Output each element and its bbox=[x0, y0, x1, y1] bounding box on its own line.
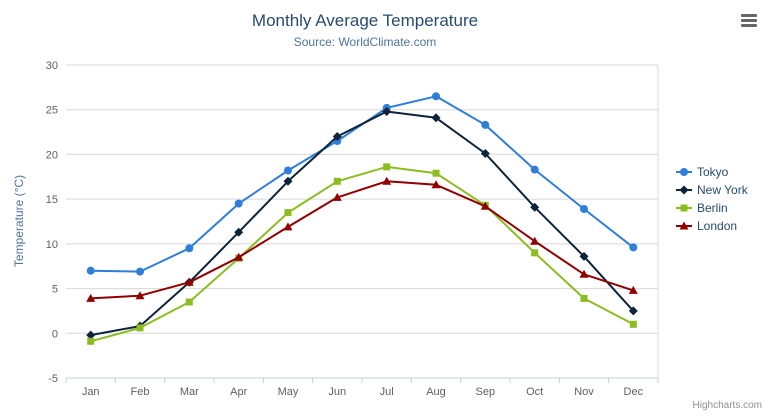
x-axis-tick-label: Nov bbox=[574, 386, 594, 398]
y-axis-tick-label: 0 bbox=[52, 328, 58, 340]
series-point-berlin bbox=[87, 337, 95, 345]
series-point-new-york bbox=[234, 227, 244, 237]
export-menu-icon[interactable] bbox=[741, 14, 757, 27]
burger-bar bbox=[741, 19, 757, 22]
series-point-london bbox=[234, 252, 244, 261]
credits-link[interactable]: Highcharts.com bbox=[692, 400, 762, 411]
y-axis-title: Temperature (°C) bbox=[12, 174, 26, 268]
x-axis-tick-label: Oct bbox=[526, 386, 543, 398]
series-point-tokyo bbox=[580, 205, 588, 213]
series-point-berlin bbox=[531, 249, 539, 257]
series-point-new-york bbox=[480, 149, 490, 158]
y-axis-tick-label: 10 bbox=[46, 239, 58, 251]
y-axis-tick-label: 15 bbox=[46, 194, 58, 206]
x-axis-tick-label: Jan bbox=[82, 386, 100, 398]
series-point-berlin bbox=[284, 209, 292, 217]
legend-item-tokyo[interactable]: Tokyo bbox=[676, 164, 748, 180]
y-axis-tick-label: -5 bbox=[48, 373, 58, 385]
series-point-tokyo bbox=[86, 266, 95, 275]
series-point-berlin bbox=[580, 294, 588, 302]
y-axis-tick-label: 5 bbox=[52, 284, 58, 296]
series-point-london bbox=[628, 285, 638, 294]
legend-item-london[interactable]: London bbox=[676, 218, 748, 234]
x-axis-tick-label: Jul bbox=[380, 386, 394, 398]
series-point-new-york bbox=[579, 251, 589, 261]
x-axis-tick-label: Jun bbox=[328, 386, 346, 398]
legend-symbol-triangle-icon bbox=[676, 221, 692, 230]
series-point-tokyo bbox=[234, 199, 243, 208]
legend-item-label: Berlin bbox=[697, 201, 728, 215]
series-point-london bbox=[579, 269, 589, 278]
chart-subtitle: Source: WorldClimate.com bbox=[293, 35, 437, 49]
burger-bar bbox=[741, 24, 757, 27]
series-point-tokyo bbox=[432, 92, 440, 101]
series-line-new-york bbox=[89, 110, 635, 337]
legend-item-label: New York bbox=[697, 183, 748, 197]
series-point-berlin bbox=[432, 169, 440, 177]
series-point-london bbox=[530, 236, 540, 245]
series-point-london bbox=[332, 192, 342, 201]
series-point-london bbox=[431, 180, 441, 189]
series-point-berlin bbox=[136, 324, 144, 332]
series-point-berlin bbox=[383, 163, 391, 171]
legend-symbol-square-icon bbox=[676, 204, 692, 212]
series-point-tokyo bbox=[284, 166, 292, 175]
legend-item-label: Tokyo bbox=[697, 165, 729, 179]
series-point-tokyo bbox=[136, 267, 144, 276]
x-axis-tick-label: Sep bbox=[476, 386, 496, 398]
legend-symbol-diamond-icon bbox=[676, 185, 692, 195]
series-point-london bbox=[86, 293, 96, 302]
legend-symbol-circle-icon bbox=[676, 168, 692, 176]
series-point-london bbox=[184, 277, 194, 286]
series-point-new-york bbox=[431, 113, 441, 123]
series-point-new-york bbox=[530, 202, 540, 212]
series-point-tokyo bbox=[530, 165, 539, 174]
y-axis-tick-label: 25 bbox=[46, 105, 58, 117]
series-point-new-york bbox=[86, 330, 96, 340]
series-line-berlin bbox=[89, 165, 635, 343]
series-point-london bbox=[480, 201, 490, 210]
series-point-london bbox=[283, 222, 293, 231]
series-point-new-york bbox=[283, 176, 293, 186]
x-axis-tick-label: Mar bbox=[180, 386, 199, 398]
series-point-new-york bbox=[382, 107, 392, 116]
series-point-london bbox=[382, 176, 392, 185]
series-point-new-york bbox=[332, 132, 342, 141]
x-axis-tick-label: Apr bbox=[230, 386, 247, 398]
series-point-berlin bbox=[185, 298, 193, 306]
series-point-berlin bbox=[629, 320, 637, 328]
chart-title: Monthly Average Temperature bbox=[251, 11, 479, 30]
legend: Tokyo New York Berlin London bbox=[676, 164, 748, 234]
x-axis-tick-label: May bbox=[278, 386, 299, 398]
series-point-london bbox=[135, 291, 145, 300]
burger-bar bbox=[741, 14, 757, 17]
series-point-tokyo bbox=[481, 120, 490, 129]
series-point-tokyo bbox=[185, 244, 194, 253]
series-line-london bbox=[89, 180, 635, 300]
y-axis-tick-label: 20 bbox=[46, 149, 58, 161]
x-axis-tick-label: Feb bbox=[131, 386, 150, 398]
series-point-new-york bbox=[628, 306, 638, 316]
legend-item-label: London bbox=[697, 219, 738, 233]
series-line-tokyo bbox=[89, 95, 635, 273]
x-axis-tick-label: Aug bbox=[426, 386, 446, 398]
x-axis-tick-label: Dec bbox=[624, 386, 644, 398]
y-axis-tick-label: 30 bbox=[46, 60, 58, 72]
series-point-tokyo bbox=[629, 243, 638, 252]
legend-item-new-york[interactable]: New York bbox=[676, 182, 748, 198]
series-point-berlin bbox=[333, 177, 341, 185]
legend-item-berlin[interactable]: Berlin bbox=[676, 200, 748, 216]
